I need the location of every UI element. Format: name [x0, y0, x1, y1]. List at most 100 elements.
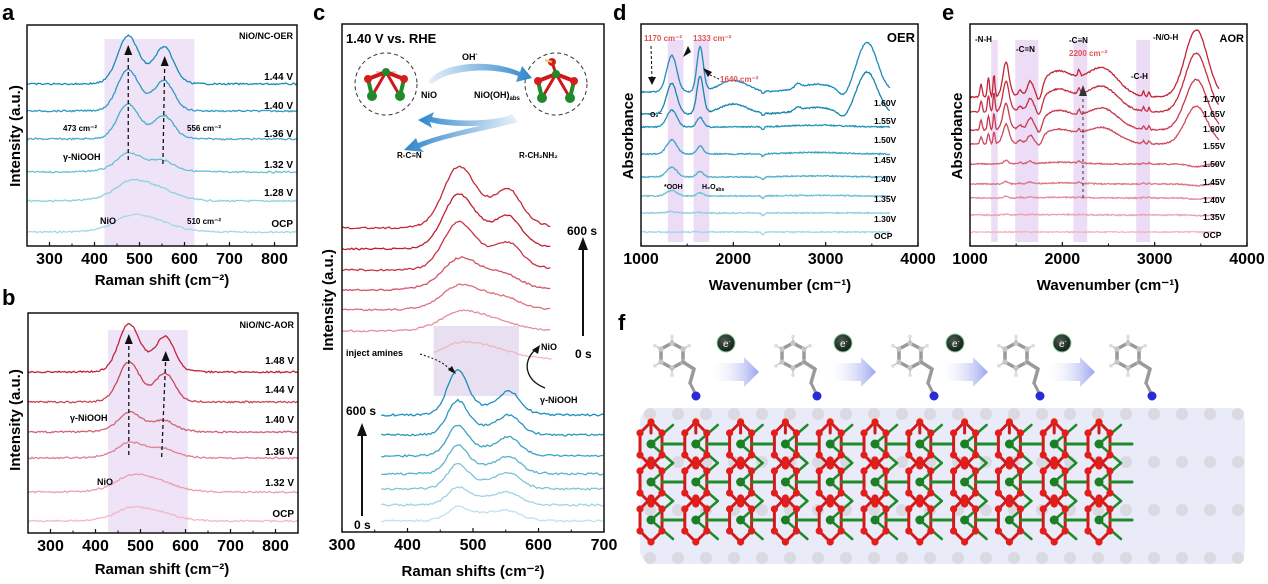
series-line: [640, 166, 891, 181]
oxygen-atom: [1084, 451, 1092, 459]
arrow-1640: [709, 74, 720, 80]
highlight-band: [1073, 40, 1088, 242]
oxygen-atom: [882, 429, 890, 437]
label-top-600s: 600 s: [567, 224, 597, 238]
carbon-atom: [1008, 552, 1020, 564]
molecule-sequence: [653, 334, 1157, 401]
carbon-atom: [672, 552, 684, 564]
annotation-ch: -C-H: [1131, 72, 1148, 81]
carbon-atom: [700, 552, 712, 564]
oxygen-atom: [1050, 462, 1058, 470]
x-ticks: 300 400 500 600 700 800: [36, 242, 288, 268]
oxygen-atom: [1039, 505, 1047, 513]
arrow-1170: [650, 45, 653, 80]
oxygen-atom: [950, 527, 958, 535]
oxygen-atom: [916, 462, 924, 470]
nickel-atom: [780, 477, 790, 487]
carbon-atom: [1120, 552, 1132, 564]
oxygen-atom: [1106, 527, 1114, 535]
oxygen-atom: [882, 467, 890, 475]
oxygen-atom: [1106, 467, 1114, 475]
oxygen-atom: [1039, 489, 1047, 497]
curved-arrowhead: [532, 345, 540, 354]
oxygen-atom: [871, 462, 879, 470]
oxygen-atom: [927, 451, 935, 459]
peak-arrows: [124, 45, 169, 165]
peak-shift-arrow: [161, 358, 167, 458]
oxygen-atom: [658, 489, 666, 497]
oxygen-atom: [826, 494, 834, 502]
series-line-aor: [341, 220, 551, 272]
oxygen-atom: [860, 429, 868, 437]
series-line-oer: [381, 486, 604, 507]
series-line: [26, 67, 298, 113]
carbon-atom: [840, 552, 852, 564]
oxygen-atom: [994, 429, 1003, 437]
oxygen-atom: [636, 467, 644, 475]
oxygen-atom: [770, 451, 779, 459]
oxygen-atom: [1005, 538, 1014, 546]
carbon-atom: [1204, 552, 1216, 564]
oxygen-atom: [658, 505, 666, 513]
series-line: [27, 472, 299, 494]
oxygen-atom: [871, 418, 879, 426]
oxygen-atom: [781, 538, 790, 546]
x-ticks: 1000 2000 3000 4000: [623, 242, 936, 268]
oxygen-atom: [815, 451, 823, 459]
oxygen-atom: [860, 489, 868, 497]
carbon-atom: [672, 456, 684, 468]
traces: [640, 41, 891, 236]
oxygen-atom: [781, 500, 790, 508]
annotation-510: 510 cm⁻²: [187, 217, 221, 226]
x-axis-label: Raman shift (cm⁻²): [95, 561, 230, 578]
series-label: OCP: [1203, 230, 1222, 240]
nickel-atom: [1004, 439, 1014, 449]
carbon-atom: [700, 408, 712, 420]
annotation-niooh: γ-NiOOH: [70, 413, 108, 423]
oxygen-atom: [826, 462, 834, 470]
oxygen-atom: [1016, 489, 1024, 497]
series-line-oer: [381, 398, 604, 437]
carbon-atom: [924, 552, 936, 564]
arrowhead-1170: [648, 77, 656, 85]
nickel-atom: [1004, 477, 1014, 487]
series-line-aor: [341, 283, 551, 312]
oxygen-atom: [748, 429, 756, 437]
oxygen-atom: [905, 429, 913, 437]
x-tick-label: 600: [525, 537, 552, 554]
carbon-atom: [1176, 552, 1188, 564]
oxygen-atom: [961, 538, 969, 546]
oxygen-atom: [692, 418, 700, 426]
oxygen-atom: [1016, 429, 1024, 437]
carbon-atom: [644, 552, 656, 564]
oxygen-atom: [1005, 462, 1014, 470]
nickel-atom: [915, 439, 925, 449]
series-line-oer: [381, 462, 604, 491]
series-line: [640, 138, 891, 158]
label-top-0s: 0 s: [575, 347, 592, 361]
series-label: 1.28 V: [264, 188, 293, 199]
series-line: [641, 189, 891, 200]
oxygen-atom: [681, 527, 689, 535]
arrowhead: [160, 56, 169, 66]
oxygen-atom: [972, 451, 980, 459]
series-line: [640, 41, 891, 96]
series-line: [969, 29, 1220, 101]
series-line: [640, 210, 890, 217]
x-tick-label: 1000: [623, 251, 659, 268]
oxygen-atom: [972, 505, 980, 513]
annotation-o2: O₂⁻: [650, 112, 663, 119]
series-line: [640, 230, 891, 236]
oxygen-atom: [815, 489, 823, 497]
oxygen-atom: [860, 451, 868, 459]
nickel-atom: [870, 477, 880, 487]
amine-molecule: [891, 334, 939, 401]
label-nitrile: R-C≡N: [397, 151, 422, 160]
chart-title: 1.40 V vs. RHE: [346, 31, 437, 46]
oxygen-atom: [927, 505, 935, 513]
oxygen-atom: [636, 505, 644, 513]
oxygen-atom: [681, 467, 689, 475]
oxygen-atom: [737, 538, 745, 546]
oxygen-atom: [1106, 489, 1114, 497]
chart-title: AOR: [1220, 33, 1245, 45]
